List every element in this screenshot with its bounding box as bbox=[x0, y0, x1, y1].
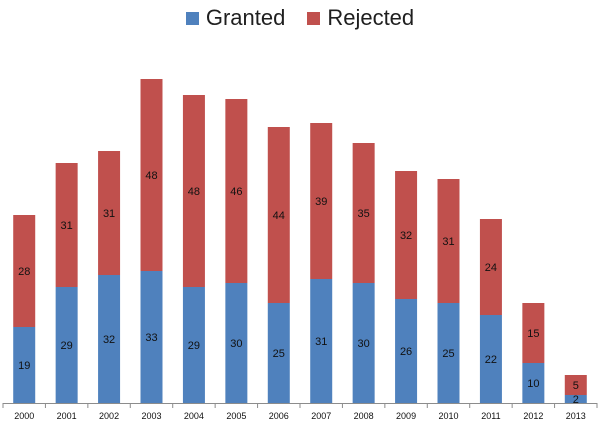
data-label-granted-2003: 33 bbox=[145, 332, 157, 344]
data-label-granted-2005: 30 bbox=[230, 338, 242, 350]
bar-granted-2007 bbox=[310, 279, 333, 403]
legend-label-granted: Granted bbox=[205, 5, 286, 30]
bar-rejected-2010 bbox=[437, 179, 460, 303]
data-label-granted-2012: 10 bbox=[527, 378, 539, 390]
x-tick-label-2002: 2002 bbox=[99, 411, 119, 421]
bar-rejected-2002 bbox=[98, 151, 121, 275]
legend-swatch-granted bbox=[185, 11, 199, 25]
bar-rejected-2004 bbox=[182, 95, 205, 287]
x-tick-label-2010: 2010 bbox=[438, 411, 458, 421]
bar-granted-2002 bbox=[98, 275, 121, 403]
data-label-rejected-2006: 44 bbox=[273, 210, 285, 222]
bar-granted-2011 bbox=[479, 315, 502, 403]
x-tick-label-2011: 2011 bbox=[481, 411, 500, 421]
bar-granted-2013 bbox=[564, 395, 587, 403]
data-label-rejected-2001: 31 bbox=[61, 220, 73, 232]
bar-rejected-2008 bbox=[352, 143, 375, 283]
data-label-granted-2002: 32 bbox=[103, 334, 115, 346]
x-tick-label-2007: 2007 bbox=[311, 411, 331, 421]
data-label-rejected-2007: 39 bbox=[315, 196, 327, 208]
bar-granted-2009 bbox=[395, 299, 418, 403]
data-label-rejected-2008: 35 bbox=[358, 208, 370, 220]
data-label-rejected-2003: 48 bbox=[145, 170, 157, 182]
data-label-rejected-2005: 46 bbox=[230, 186, 242, 198]
x-tick-label-2013: 2013 bbox=[566, 411, 586, 421]
bar-granted-2003 bbox=[140, 271, 163, 403]
data-label-granted-2007: 31 bbox=[315, 336, 327, 348]
bar-granted-2010 bbox=[437, 303, 460, 403]
bar-granted-2004 bbox=[182, 287, 205, 403]
x-tick-label-2008: 2008 bbox=[354, 411, 374, 421]
bar-granted-2001 bbox=[55, 287, 78, 403]
x-tick-label-2004: 2004 bbox=[184, 411, 204, 421]
legend-item-granted: Granted bbox=[185, 5, 286, 31]
bar-rejected-2011 bbox=[479, 219, 502, 315]
data-label-granted-2006: 25 bbox=[273, 348, 285, 360]
bar-granted-2006 bbox=[267, 303, 290, 403]
bar-rejected-2003 bbox=[140, 79, 163, 271]
data-label-granted-2001: 29 bbox=[61, 340, 73, 352]
data-label-rejected-2010: 31 bbox=[442, 236, 454, 248]
legend-label-rejected: Rejected bbox=[327, 5, 415, 30]
x-tick-label-2005: 2005 bbox=[226, 411, 246, 421]
legend-swatch-rejected bbox=[307, 11, 321, 25]
data-label-rejected-2013: 5 bbox=[573, 380, 579, 392]
bar-rejected-2001 bbox=[55, 163, 78, 287]
bar-granted-2008 bbox=[352, 283, 375, 403]
bar-rejected-2007 bbox=[310, 123, 333, 279]
data-label-rejected-2012: 15 bbox=[527, 328, 539, 340]
bar-rejected-2009 bbox=[395, 171, 418, 299]
data-label-rejected-2004: 48 bbox=[188, 186, 200, 198]
bar-rejected-2013 bbox=[564, 375, 587, 395]
x-tick-label-2003: 2003 bbox=[141, 411, 161, 421]
bar-rejected-2012 bbox=[522, 303, 545, 363]
x-tick-label-2000: 2000 bbox=[14, 411, 34, 421]
data-label-rejected-2009: 32 bbox=[400, 230, 412, 242]
legend-item-rejected: Rejected bbox=[307, 5, 414, 31]
bar-rejected-2006 bbox=[267, 127, 290, 303]
data-label-granted-2008: 30 bbox=[358, 338, 370, 350]
x-tick-label-2009: 2009 bbox=[396, 411, 416, 421]
data-label-rejected-2000: 28 bbox=[18, 266, 30, 278]
bar-rejected-2005 bbox=[225, 99, 248, 283]
data-label-granted-2004: 29 bbox=[188, 340, 200, 352]
x-tick-label-2012: 2012 bbox=[523, 411, 543, 421]
data-label-granted-2000: 19 bbox=[18, 360, 30, 372]
x-tick-label-2001: 2001 bbox=[57, 411, 77, 421]
bar-granted-2005 bbox=[225, 283, 248, 403]
data-label-granted-2009: 26 bbox=[400, 346, 412, 358]
chart-legend: Granted Rejected bbox=[0, 4, 600, 32]
bar-granted-2000 bbox=[13, 327, 36, 403]
data-label-granted-2013: 2 bbox=[573, 394, 579, 406]
data-label-rejected-2011: 24 bbox=[485, 262, 497, 274]
x-tick-label-2006: 2006 bbox=[269, 411, 289, 421]
data-label-granted-2011: 22 bbox=[485, 354, 497, 366]
bar-granted-2012 bbox=[522, 363, 545, 403]
data-label-granted-2010: 25 bbox=[442, 348, 454, 360]
data-label-rejected-2002: 31 bbox=[103, 208, 115, 220]
bar-rejected-2000 bbox=[13, 215, 36, 327]
